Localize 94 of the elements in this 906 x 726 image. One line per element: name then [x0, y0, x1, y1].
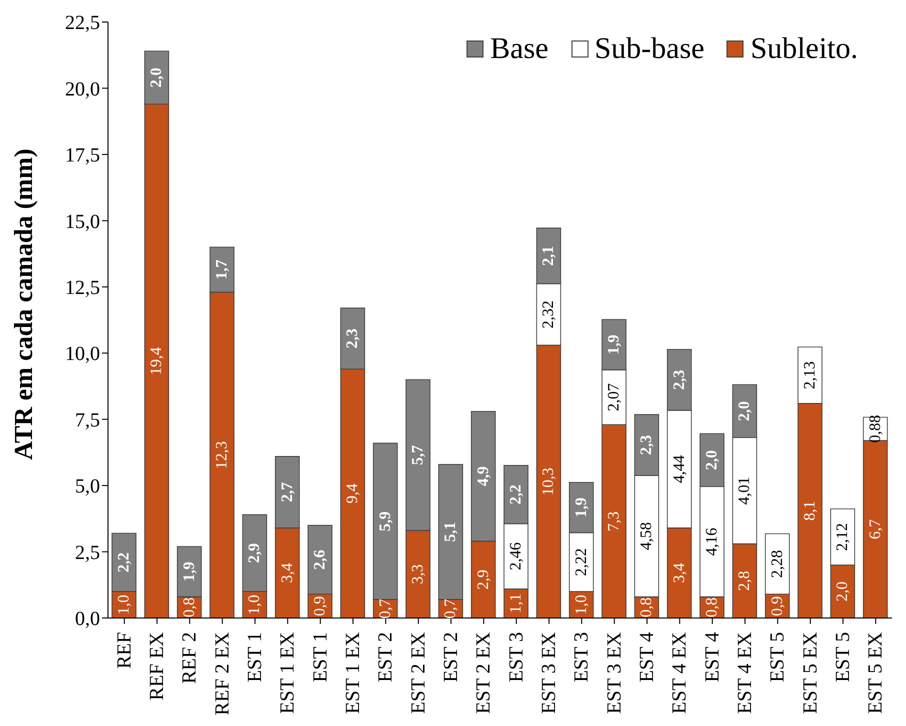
data-label: 2,0	[704, 450, 720, 470]
y-tick-label: 17,5	[65, 144, 100, 167]
data-label: 2,32	[540, 300, 558, 328]
data-label: 1,1	[508, 593, 524, 614]
data-label: 1,0	[116, 594, 132, 615]
x-tick-label: EST 1 EX	[276, 631, 299, 714]
data-label: 2,8	[736, 570, 754, 591]
data-label: 9,4	[344, 484, 362, 504]
data-label: 1,9	[180, 562, 198, 582]
y-tick-label: 7,5	[75, 409, 100, 432]
x-tick-label: EST 5 EX	[864, 631, 887, 714]
x-tick-label: EST 3 EX	[538, 631, 560, 714]
data-label: 1,0	[246, 594, 264, 615]
y-tick-label: 2,5	[75, 542, 100, 564]
data-label: 1,9	[572, 498, 590, 518]
y-tick-label: 10,0	[65, 343, 100, 366]
data-label: 2,0	[736, 401, 754, 422]
data-label: 2,13	[802, 361, 818, 390]
x-tick-label: EST 4	[636, 632, 658, 682]
x-tick-label: EST 4 EX	[734, 631, 756, 714]
legend-label: Subleito.	[749, 32, 858, 66]
x-tick-label: EST 3	[505, 632, 528, 682]
x-tick-label: REF 2	[178, 632, 201, 684]
data-label: 2,0	[834, 582, 852, 602]
x-tick-label: EST 3	[570, 632, 593, 682]
x-tick-label: EST 1	[309, 632, 332, 682]
x-tick-label: EST 1 EX	[342, 631, 364, 714]
x-tick-label: EST 2	[440, 632, 462, 682]
x-tick-label: EST 5	[766, 632, 789, 682]
x-tick-label: EST 4	[701, 632, 724, 682]
x-tick-label: EST 2 EX	[472, 631, 495, 714]
data-label: 3,4	[278, 562, 296, 583]
data-label: 12,3	[214, 441, 230, 470]
data-label: 2,9	[474, 570, 492, 590]
data-label: 10,3	[540, 468, 558, 496]
data-label: 0,7	[442, 598, 460, 619]
data-label: 4,16	[704, 528, 720, 556]
data-label: 1,0	[572, 594, 590, 615]
data-label: 0,88	[866, 414, 884, 443]
data-label: 2,1	[540, 246, 558, 266]
data-label: 0,8	[704, 597, 720, 618]
data-label: 5,1	[442, 522, 460, 542]
data-label: 1,9	[606, 334, 622, 355]
data-label: 2,22	[572, 548, 590, 576]
data-label: 4,58	[638, 522, 656, 550]
x-tick-label: EST 2	[374, 632, 397, 682]
data-label: 0,8	[180, 597, 198, 618]
x-tick-label: EST 4 EX	[668, 631, 691, 714]
data-label: 3,3	[410, 564, 426, 584]
y-tick-label: 15,0	[65, 210, 100, 233]
data-label: 4,01	[736, 476, 754, 505]
data-label: 2,6	[312, 550, 328, 570]
data-label: 2,46	[508, 542, 524, 570]
data-label: 2,2	[116, 552, 132, 572]
data-label: 0,9	[768, 596, 786, 616]
legend-label: Sub-base	[594, 32, 704, 66]
x-tick-label: REF EX	[146, 631, 168, 700]
data-label: 5,9	[376, 511, 394, 532]
data-label: 2,07	[606, 383, 622, 412]
data-label: 5,7	[410, 445, 426, 466]
x-tick-label: REF	[113, 632, 136, 669]
data-label: 4,44	[670, 455, 688, 484]
data-label: 2,0	[148, 68, 166, 88]
x-tick-label: EST 3 EX	[603, 631, 626, 714]
data-label: 1,7	[214, 260, 230, 280]
y-tick-label: 20,0	[65, 78, 100, 100]
x-tick-label: EST 5	[832, 632, 854, 682]
x-tick-label: EST 1	[244, 632, 266, 682]
y-tick-label: 0,0	[75, 608, 100, 630]
data-label: 0,9	[312, 596, 328, 616]
data-label: 7,3	[606, 511, 622, 532]
data-label: 2,2	[508, 484, 524, 505]
y-tick-label: 12,5	[65, 276, 100, 299]
y-tick-label: 5,0	[75, 476, 100, 498]
data-label: 0,7	[376, 598, 394, 619]
data-label: 2,28	[768, 550, 786, 578]
x-tick-label: REF 2 EX	[211, 631, 234, 716]
legend-label: Base	[489, 32, 548, 66]
y-axis-title: ATR em cada camada (mm)	[9, 148, 38, 460]
y-tick-label: 22,5	[65, 12, 100, 34]
data-label: 2,9	[246, 543, 264, 564]
data-label: 2,3	[670, 370, 688, 390]
data-label: 4,9	[474, 466, 492, 486]
data-label: 2,12	[834, 522, 852, 551]
data-label: 8,1	[802, 500, 818, 521]
data-label: 2,3	[638, 435, 656, 456]
data-label: 2,7	[278, 482, 296, 502]
data-label: 3,4	[670, 562, 688, 583]
data-label: 0,8	[638, 597, 656, 618]
x-tick-label: EST 5 EX	[799, 631, 822, 714]
data-label: 6,7	[866, 519, 884, 540]
data-label: 19,4	[148, 347, 166, 376]
data-label: 2,3	[344, 328, 362, 349]
x-tick-label: EST 2 EX	[407, 631, 430, 714]
